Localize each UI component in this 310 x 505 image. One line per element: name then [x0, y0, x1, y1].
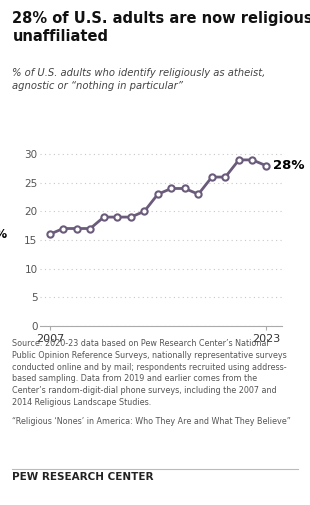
Text: Source: 2020-23 data based on Pew Research Center’s National
Public Opinion Refe: Source: 2020-23 data based on Pew Resear…	[12, 339, 287, 407]
Text: 28%: 28%	[273, 159, 304, 172]
Text: % of U.S. adults who identify religiously as atheist,
agnostic or “nothing in pa: % of U.S. adults who identify religiousl…	[12, 68, 266, 90]
Text: PEW RESEARCH CENTER: PEW RESEARCH CENTER	[12, 472, 154, 482]
Text: 16%: 16%	[0, 228, 8, 241]
Text: “Religious ‘Nones’ in America: Who They Are and What They Believe”: “Religious ‘Nones’ in America: Who They …	[12, 417, 291, 426]
Text: 28% of U.S. adults are now religiously
unaffiliated: 28% of U.S. adults are now religiously u…	[12, 11, 310, 44]
